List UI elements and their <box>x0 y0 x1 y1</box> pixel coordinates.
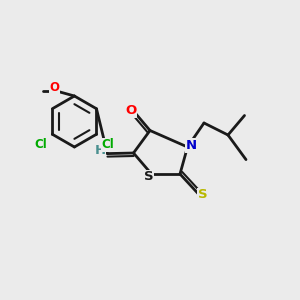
Text: H: H <box>94 144 106 157</box>
Text: O: O <box>49 81 59 94</box>
Text: S: S <box>144 170 153 184</box>
Text: S: S <box>198 188 207 202</box>
Text: N: N <box>185 139 197 152</box>
Text: O: O <box>125 104 136 118</box>
Text: Cl: Cl <box>34 138 47 151</box>
Text: Cl: Cl <box>101 138 114 151</box>
